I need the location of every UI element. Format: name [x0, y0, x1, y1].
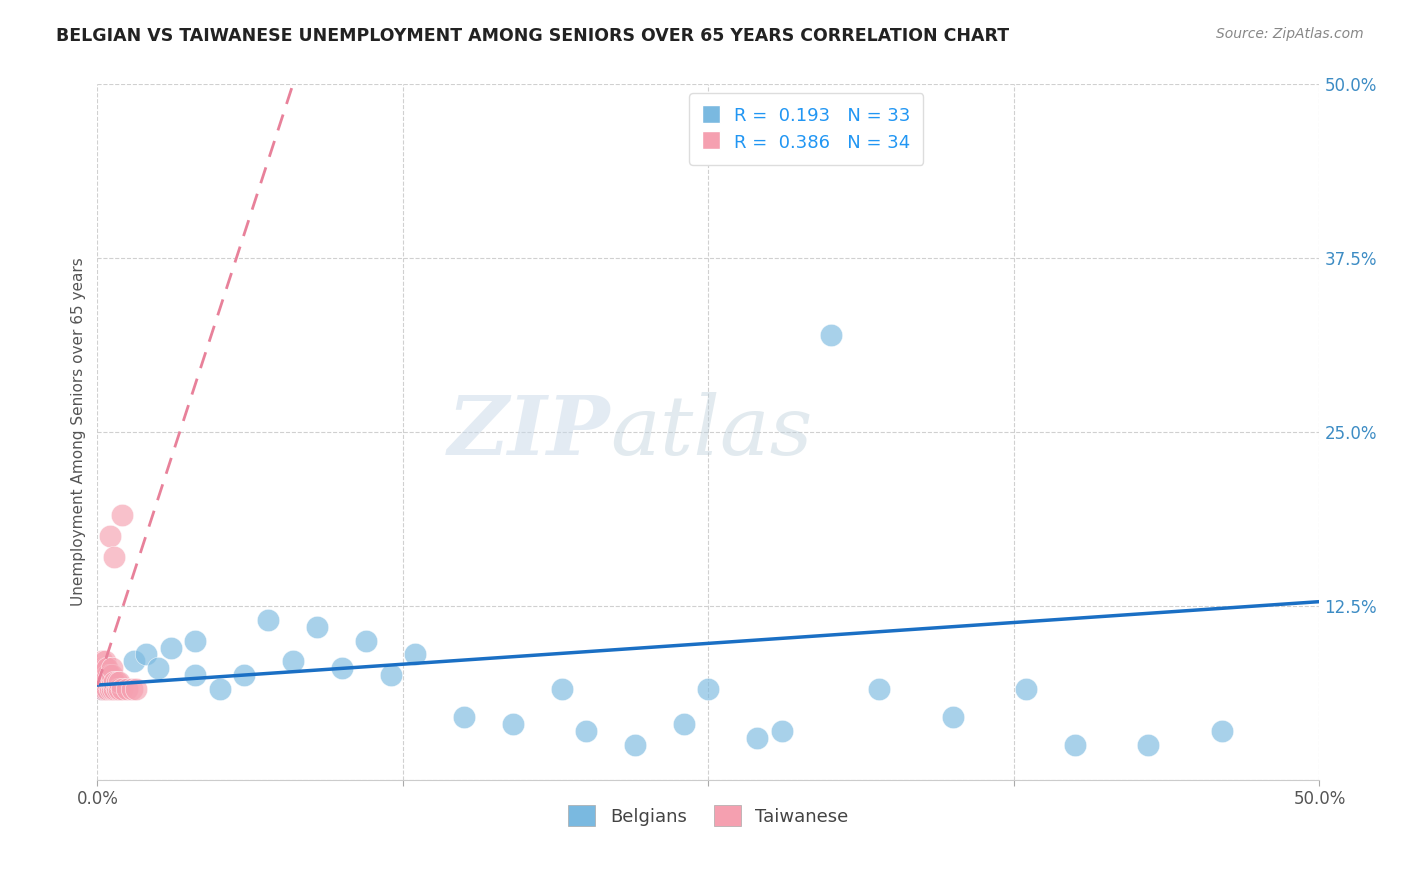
Point: [257, 613, 280, 627]
Y-axis label: Unemployment Among Seniors over 65 years: Unemployment Among Seniors over 65 years: [72, 258, 86, 607]
Point: [122, 655, 145, 669]
Point: [101, 668, 124, 682]
Point: [96, 668, 118, 682]
Point: [115, 682, 138, 697]
Point: [98, 675, 121, 690]
Point: [108, 675, 131, 690]
Point: [96, 661, 118, 675]
Text: Source: ZipAtlas.com: Source: ZipAtlas.com: [1216, 27, 1364, 41]
Point: [111, 682, 134, 697]
Point: [93, 655, 115, 669]
Text: BELGIAN VS TAIWANESE UNEMPLOYMENT AMONG SENIORS OVER 65 YEARS CORRELATION CHART: BELGIAN VS TAIWANESE UNEMPLOYMENT AMONG …: [56, 27, 1010, 45]
Point: [135, 648, 157, 662]
Point: [93, 661, 115, 675]
Point: [108, 682, 131, 697]
Point: [942, 710, 965, 724]
Point: [184, 668, 207, 682]
Point: [105, 675, 128, 690]
Point: [101, 661, 124, 675]
Point: [307, 620, 329, 634]
Point: [747, 731, 769, 745]
Point: [159, 640, 181, 655]
Point: [93, 668, 115, 682]
Point: [624, 738, 647, 752]
Point: [91, 655, 114, 669]
Point: [404, 648, 426, 662]
Point: [502, 717, 524, 731]
Point: [91, 661, 114, 675]
Point: [820, 327, 842, 342]
Point: [103, 675, 125, 690]
Point: [1064, 738, 1087, 752]
Legend: Belgians, Taiwanese: Belgians, Taiwanese: [561, 797, 856, 833]
Point: [697, 682, 720, 697]
Point: [103, 682, 125, 697]
Point: [551, 682, 574, 697]
Point: [770, 723, 793, 738]
Text: ZIP: ZIP: [449, 392, 610, 472]
Text: atlas: atlas: [610, 392, 813, 472]
Point: [453, 710, 475, 724]
Point: [91, 682, 114, 697]
Point: [96, 675, 118, 690]
Point: [93, 675, 115, 690]
Point: [111, 508, 134, 523]
Point: [103, 550, 125, 565]
Point: [91, 675, 114, 690]
Point: [575, 723, 598, 738]
Point: [125, 682, 148, 697]
Point: [121, 682, 143, 697]
Point: [148, 661, 170, 675]
Point: [869, 682, 891, 697]
Point: [96, 682, 118, 697]
Point: [93, 682, 115, 697]
Point: [91, 668, 114, 682]
Point: [101, 675, 124, 690]
Point: [98, 668, 121, 682]
Point: [354, 633, 377, 648]
Point: [98, 675, 121, 690]
Point: [1137, 738, 1160, 752]
Point: [380, 668, 402, 682]
Point: [105, 682, 128, 697]
Point: [1211, 723, 1233, 738]
Point: [233, 668, 256, 682]
Point: [672, 717, 695, 731]
Point: [184, 633, 207, 648]
Point: [208, 682, 231, 697]
Point: [330, 661, 353, 675]
Point: [1015, 682, 1038, 697]
Point: [98, 682, 121, 697]
Point: [281, 655, 304, 669]
Point: [101, 682, 124, 697]
Point: [98, 529, 121, 543]
Point: [91, 682, 114, 697]
